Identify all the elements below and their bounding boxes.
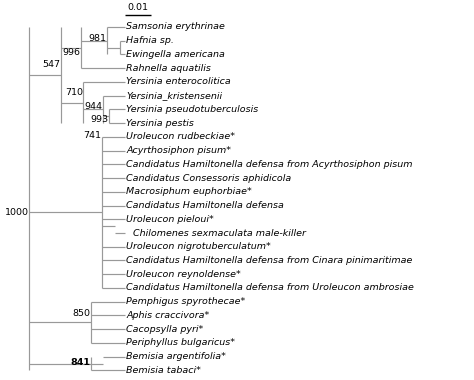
Text: 547: 547 — [42, 60, 60, 69]
Text: Samsonia erythrinae: Samsonia erythrinae — [126, 22, 225, 32]
Text: Uroleucon reynoldense*: Uroleucon reynoldense* — [126, 270, 241, 279]
Text: Ewingella americana: Ewingella americana — [126, 50, 225, 59]
Text: Bemisia tabaci*: Bemisia tabaci* — [126, 366, 201, 375]
Text: Hafnia sp.: Hafnia sp. — [126, 36, 174, 45]
Text: Pemphigus spyrothecae*: Pemphigus spyrothecae* — [126, 297, 246, 306]
Text: Rahnella aquatilis: Rahnella aquatilis — [126, 64, 211, 73]
Text: Cacopsylla pyri*: Cacopsylla pyri* — [126, 325, 203, 334]
Text: Uroleucon nigrotuberculatum*: Uroleucon nigrotuberculatum* — [126, 242, 271, 251]
Text: Chilomenes sexmaculata male-killer: Chilomenes sexmaculata male-killer — [133, 228, 306, 238]
Text: 996: 996 — [63, 48, 81, 57]
Text: Candidatus Hamiltonella defensa: Candidatus Hamiltonella defensa — [126, 201, 284, 210]
Text: Uroleucon pieloui*: Uroleucon pieloui* — [126, 215, 214, 224]
Text: 944: 944 — [84, 102, 102, 111]
Text: 841: 841 — [71, 358, 91, 367]
Text: 981: 981 — [88, 34, 106, 43]
Text: 1000: 1000 — [5, 208, 29, 217]
Text: 741: 741 — [83, 131, 101, 140]
Text: 0.01: 0.01 — [128, 3, 148, 12]
Text: Yersinia enterocolitica: Yersinia enterocolitica — [126, 78, 231, 86]
Text: Yersinia pseudotuberculosis: Yersinia pseudotuberculosis — [126, 105, 258, 114]
Text: Bemisia argentifolia*: Bemisia argentifolia* — [126, 352, 226, 361]
Text: Candidatus Consessoris aphidicola: Candidatus Consessoris aphidicola — [126, 174, 292, 182]
Text: Periphyllus bulgaricus*: Periphyllus bulgaricus* — [126, 339, 235, 347]
Text: Candidatus Hamiltonella defensa from Uroleucon ambrosiae: Candidatus Hamiltonella defensa from Uro… — [126, 283, 414, 293]
Text: Uroleucon rudbeckiae*: Uroleucon rudbeckiae* — [126, 132, 235, 141]
Text: 850: 850 — [73, 309, 91, 318]
Text: Aphis craccivora*: Aphis craccivora* — [126, 311, 210, 320]
Text: 710: 710 — [65, 89, 83, 97]
Text: Candidatus Hamiltonella defensa from Acyrthosiphon pisum: Candidatus Hamiltonella defensa from Acy… — [126, 160, 413, 169]
Text: Macrosiphum euphorbiae*: Macrosiphum euphorbiae* — [126, 187, 252, 196]
Text: Acyrthosiphon pisum*: Acyrthosiphon pisum* — [126, 146, 231, 155]
Text: Yersinia_kristensenii: Yersinia_kristensenii — [126, 91, 222, 100]
Text: 993: 993 — [91, 115, 109, 124]
Text: Yersinia pestis: Yersinia pestis — [126, 119, 194, 128]
Text: Candidatus Hamiltonella defensa from Cinara pinimaritimae: Candidatus Hamiltonella defensa from Cin… — [126, 256, 412, 265]
